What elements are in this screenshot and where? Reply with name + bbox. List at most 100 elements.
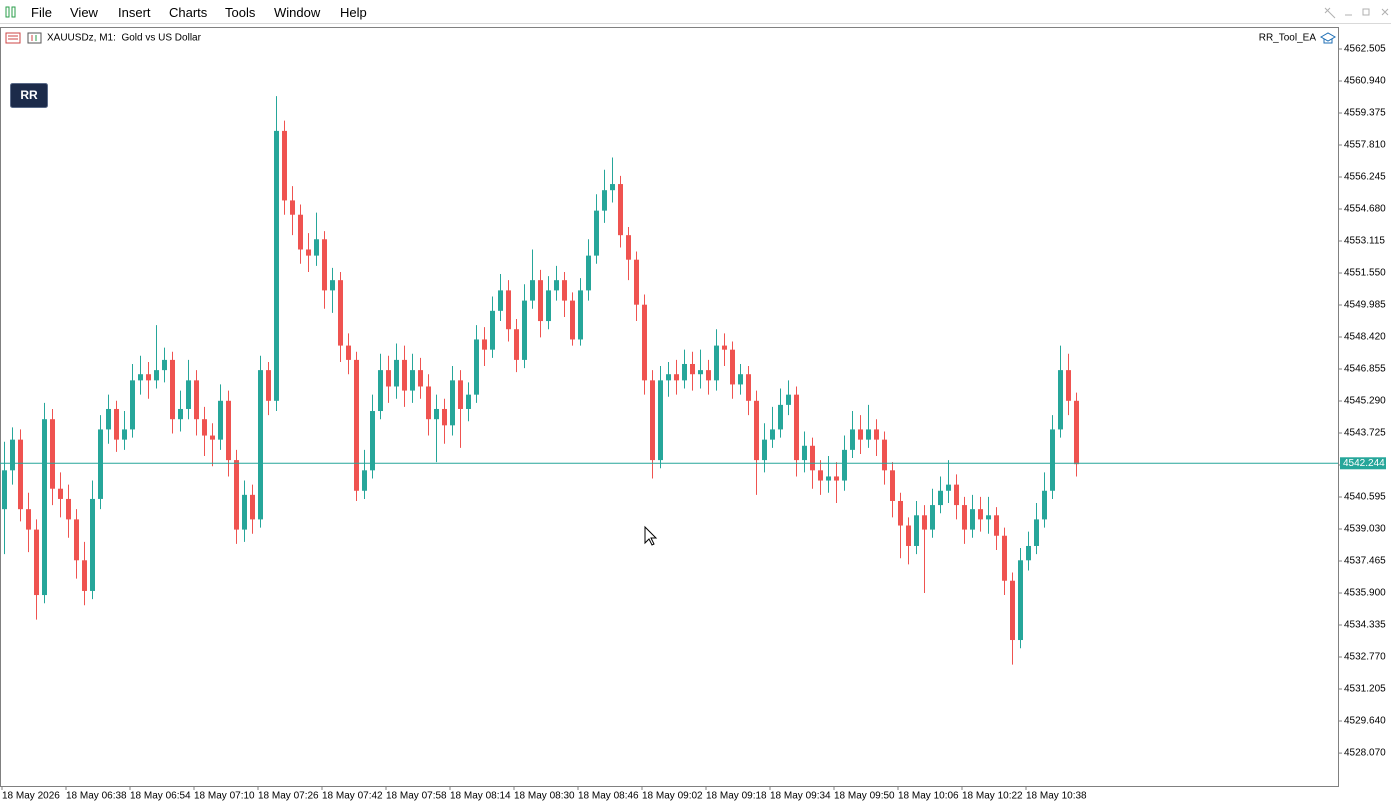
x-tick-label: 18 May 10:22	[962, 791, 1023, 802]
candle-body	[698, 370, 703, 375]
window-controls	[1324, 7, 1389, 19]
candle-body	[370, 411, 375, 471]
candle-body	[162, 359, 167, 371]
rr-button-bg[interactable]	[10, 83, 48, 108]
candle-body	[658, 380, 663, 461]
candle-body	[26, 509, 31, 530]
x-tick-label: 18 May 08:46	[578, 791, 639, 802]
candle-body	[754, 400, 759, 461]
menu-item[interactable]: File	[31, 5, 52, 20]
candle-body	[282, 130, 287, 201]
candle-body	[834, 476, 839, 481]
candle-body	[1018, 560, 1023, 641]
candle-body	[234, 460, 239, 530]
x-tick-label: 18 May 07:10	[194, 791, 255, 802]
candle-body	[170, 359, 175, 420]
candle-body	[450, 380, 455, 426]
candle-body	[314, 239, 319, 256]
candle-body	[122, 429, 127, 440]
candle-body	[826, 476, 831, 481]
candle-body	[258, 370, 263, 520]
candle-body	[482, 339, 487, 350]
candle-body	[474, 339, 479, 395]
y-tick-label: 4539.030	[1344, 524, 1386, 535]
candle-body	[42, 419, 47, 596]
candle-body	[898, 500, 903, 526]
x-tick-label: 18 May 10:06	[898, 791, 959, 802]
candle-body	[194, 380, 199, 420]
y-tick-label: 4535.900	[1344, 588, 1386, 599]
candle-body	[954, 484, 959, 506]
candle-body	[466, 394, 471, 409]
y-tick-label: 4549.985	[1344, 300, 1386, 311]
candle-body	[778, 404, 783, 430]
current-price-label: 4542.244	[1343, 458, 1385, 469]
candle-body	[986, 515, 991, 520]
candle-body	[1074, 400, 1079, 465]
candle-body	[106, 408, 111, 430]
x-tick-label: 18 May 09:18	[706, 791, 767, 802]
candle-body	[962, 505, 967, 530]
candle-body	[386, 370, 391, 387]
y-tick-label: 4553.115	[1344, 236, 1385, 247]
candle-body	[458, 380, 463, 409]
candle-body	[570, 300, 575, 340]
candle-body	[378, 370, 383, 412]
menu-item[interactable]: Tools	[225, 5, 256, 20]
candle-body	[642, 304, 647, 381]
candle-body	[426, 386, 431, 420]
candle-body	[130, 380, 135, 430]
pin-icon[interactable]	[1324, 7, 1336, 19]
expert-icon	[1319, 32, 1337, 44]
candle-body	[562, 280, 567, 301]
menu-item[interactable]: Help	[340, 5, 367, 20]
candle-body	[626, 235, 631, 260]
y-tick-label: 4554.680	[1344, 204, 1386, 215]
candle-body	[594, 210, 599, 256]
candle-body	[418, 370, 423, 387]
candle-body	[498, 290, 503, 311]
menu-item[interactable]: Window	[274, 5, 321, 20]
menu-item[interactable]: Insert	[118, 5, 151, 20]
candle-body	[98, 429, 103, 499]
candle-body	[274, 130, 279, 401]
y-tick-label: 4562.505	[1344, 44, 1386, 55]
x-tick-label: 18 May 08:14	[450, 791, 511, 802]
x-tick-label: 18 May 09:34	[770, 791, 831, 802]
candle-body	[634, 259, 639, 305]
candle-body	[18, 439, 23, 510]
x-tick-label: 18 May 09:50	[834, 791, 895, 802]
candle-body	[746, 374, 751, 401]
menu-item[interactable]: Charts	[169, 5, 208, 20]
candle-body	[650, 380, 655, 461]
mouse-cursor	[644, 525, 658, 546]
candle-body	[890, 470, 895, 501]
candle-body	[770, 429, 775, 440]
current-price-tag	[1340, 457, 1386, 470]
candle-body	[794, 394, 799, 461]
candle-body	[818, 470, 823, 481]
candle-body	[714, 345, 719, 381]
candle-body	[1034, 519, 1039, 546]
restore-button[interactable]	[1362, 8, 1370, 16]
close-button[interactable]	[1381, 8, 1389, 16]
candle-body	[266, 370, 271, 401]
candle-body	[730, 349, 735, 385]
candle-body	[538, 280, 543, 322]
y-tick-label: 4531.205	[1344, 684, 1386, 695]
candle-body	[618, 184, 623, 236]
rr-button-label[interactable]: RR	[20, 88, 38, 102]
candle-body	[882, 439, 887, 471]
candle-body	[402, 359, 407, 391]
candle-body	[66, 498, 71, 520]
candle-body	[354, 359, 359, 491]
y-tick-label: 4560.940	[1344, 76, 1386, 87]
candle-body	[322, 239, 327, 291]
menu-item[interactable]: View	[70, 5, 98, 20]
candle-body	[922, 515, 927, 530]
candle-body	[946, 484, 951, 491]
candle-body	[330, 280, 335, 291]
rr-button[interactable]: RR	[10, 83, 48, 108]
candle-body	[762, 439, 767, 461]
